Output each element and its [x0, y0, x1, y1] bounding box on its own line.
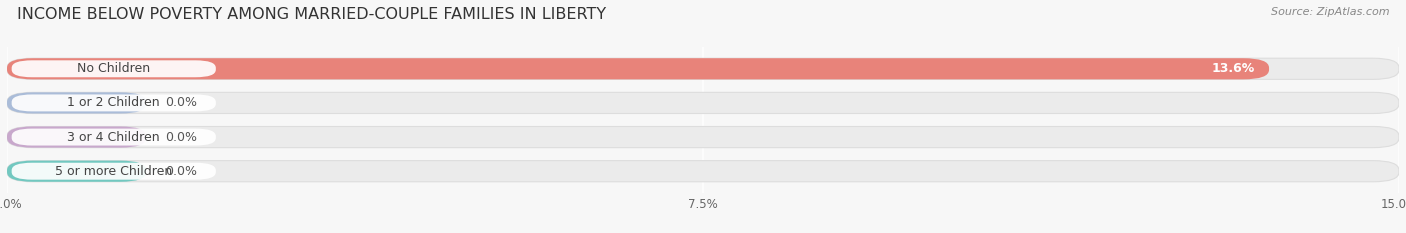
Text: INCOME BELOW POVERTY AMONG MARRIED-COUPLE FAMILIES IN LIBERTY: INCOME BELOW POVERTY AMONG MARRIED-COUPL…: [17, 7, 606, 22]
FancyBboxPatch shape: [7, 161, 1399, 182]
FancyBboxPatch shape: [7, 58, 1399, 79]
FancyBboxPatch shape: [7, 58, 1270, 79]
Text: 0.0%: 0.0%: [165, 130, 197, 144]
FancyBboxPatch shape: [7, 127, 146, 148]
FancyBboxPatch shape: [7, 161, 146, 182]
Text: 5 or more Children: 5 or more Children: [55, 165, 173, 178]
Text: 1 or 2 Children: 1 or 2 Children: [67, 96, 160, 110]
Text: Source: ZipAtlas.com: Source: ZipAtlas.com: [1271, 7, 1389, 17]
FancyBboxPatch shape: [7, 127, 1399, 148]
FancyBboxPatch shape: [11, 163, 217, 180]
Text: No Children: No Children: [77, 62, 150, 75]
FancyBboxPatch shape: [11, 129, 217, 146]
FancyBboxPatch shape: [11, 94, 217, 111]
FancyBboxPatch shape: [7, 92, 1399, 113]
FancyBboxPatch shape: [11, 60, 217, 77]
Text: 3 or 4 Children: 3 or 4 Children: [67, 130, 160, 144]
Text: 13.6%: 13.6%: [1212, 62, 1256, 75]
FancyBboxPatch shape: [7, 92, 146, 113]
Text: 0.0%: 0.0%: [165, 96, 197, 110]
Text: 0.0%: 0.0%: [165, 165, 197, 178]
